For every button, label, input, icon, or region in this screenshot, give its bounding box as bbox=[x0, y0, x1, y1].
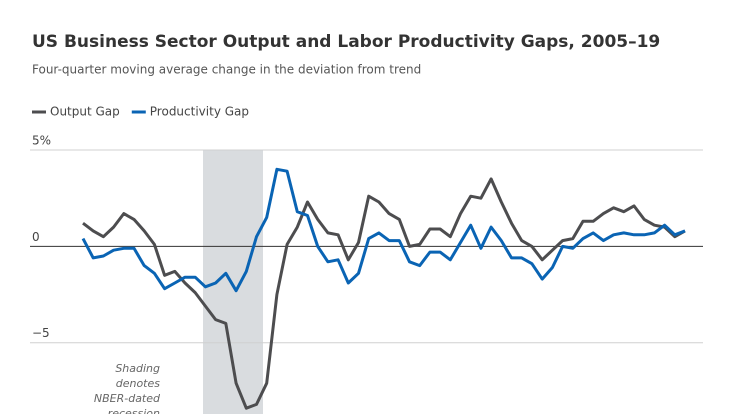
chart-title: US Business Sector Output and Labor Prod… bbox=[32, 32, 660, 52]
annotation: recession bbox=[108, 407, 160, 414]
y-tick-label: 5% bbox=[32, 134, 51, 148]
legend-label: Productivity Gap bbox=[150, 105, 249, 119]
annotation: denotes bbox=[116, 377, 161, 390]
annotation: Shading bbox=[115, 362, 160, 375]
legend-label: Output Gap bbox=[50, 105, 120, 119]
chart-subtitle: Four-quarter moving average change in th… bbox=[32, 63, 421, 77]
y-tick-label: −5 bbox=[32, 326, 50, 340]
recession-shading bbox=[203, 150, 263, 414]
y-tick-label: 0 bbox=[32, 230, 40, 244]
annotation: NBER-dated bbox=[94, 392, 161, 405]
series-line bbox=[81, 167, 686, 293]
series-line bbox=[82, 177, 686, 410]
